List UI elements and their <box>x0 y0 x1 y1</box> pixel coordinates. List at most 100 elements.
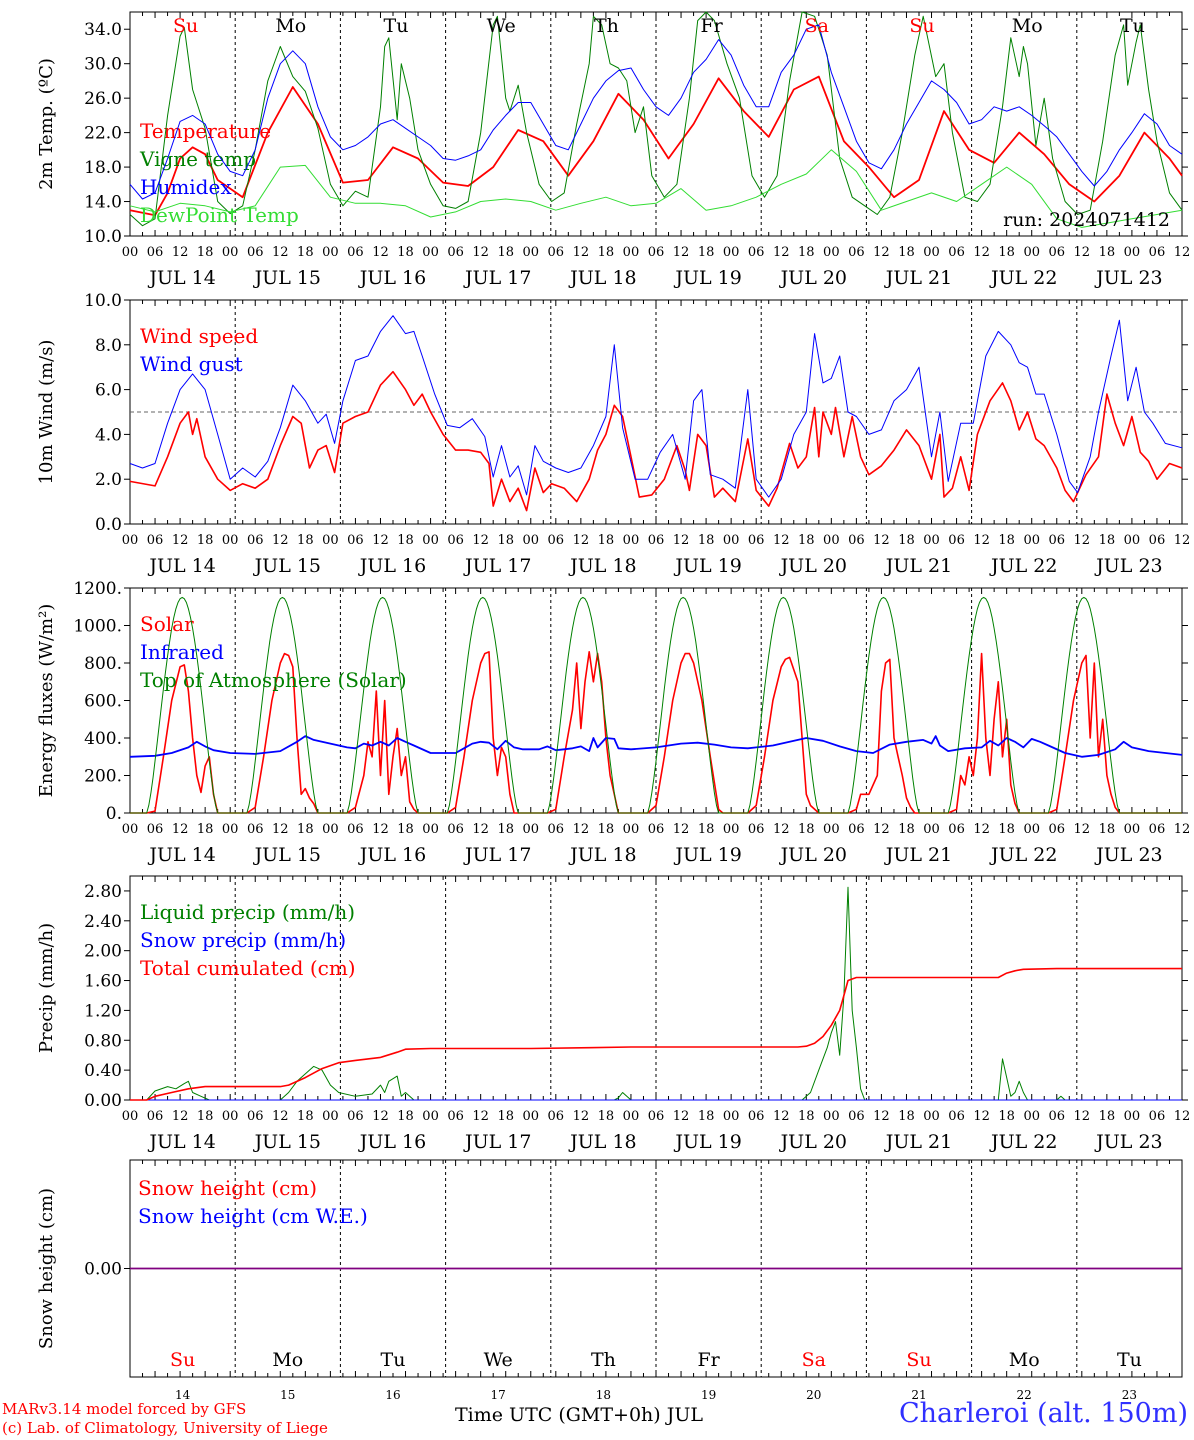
legend-infrared: Infrared <box>140 640 224 664</box>
hour-tick-label: 12 <box>472 245 489 260</box>
hour-tick-label: 00 <box>923 1109 940 1124</box>
hour-tick-label: 12 <box>272 1109 289 1124</box>
hour-tick-label: 12 <box>272 245 289 260</box>
hour-tick-label: 12 <box>172 822 189 837</box>
hour-tick-label: 12 <box>372 1109 389 1124</box>
y-tick-label: 0.80 <box>84 1031 122 1051</box>
hour-tick-label: 00 <box>122 533 139 548</box>
y-tick-label: 400. <box>84 729 122 749</box>
hour-tick-label: 12 <box>272 533 289 548</box>
legend-snow-height-cm-: Snow height (cm) <box>138 1176 317 1200</box>
hour-tick-label: 06 <box>447 822 464 837</box>
date-label: JUL 20 <box>779 844 847 866</box>
hour-tick-label: 00 <box>322 245 339 260</box>
y-tick-label: 10.0 <box>84 227 122 247</box>
hour-tick-label: 06 <box>648 245 665 260</box>
legend-solar: Solar <box>140 612 194 636</box>
hour-tick-label: 12 <box>272 822 289 837</box>
hour-tick-label: 18 <box>598 822 615 837</box>
legend-wind-gust: Wind gust <box>140 352 243 376</box>
date-label: JUL 22 <box>989 844 1057 866</box>
hour-tick-label: 00 <box>1124 1109 1141 1124</box>
hour-tick-label: 06 <box>447 1109 464 1124</box>
hour-tick-label: 12 <box>1074 822 1091 837</box>
hour-tick-label: 00 <box>823 533 840 548</box>
date-label: JUL 14 <box>147 267 215 289</box>
hour-tick-label: 00 <box>723 822 740 837</box>
date-label: JUL 23 <box>1094 267 1162 289</box>
hour-tick-label: 06 <box>948 245 965 260</box>
hour-tick-label: 12 <box>172 533 189 548</box>
hour-tick-label: 00 <box>923 245 940 260</box>
hour-tick-label: 18 <box>998 245 1015 260</box>
y-tick-label: 2.0 <box>95 470 122 490</box>
hour-tick-label: 06 <box>1048 822 1065 837</box>
hour-tick-label: 00 <box>623 533 640 548</box>
y-axis-label: Energy fluxes (W/m²) <box>36 604 57 798</box>
hour-tick-label: 00 <box>1023 822 1040 837</box>
y-tick-label: 30.0 <box>84 55 122 75</box>
date-label: JUL 22 <box>989 1131 1057 1153</box>
hour-tick-label: 06 <box>748 533 765 548</box>
hour-tick-label: 12 <box>573 822 590 837</box>
hour-tick-label: 06 <box>447 245 464 260</box>
bottom-weekday-label: Mo <box>1009 1349 1040 1371</box>
hour-tick-label: 06 <box>347 533 364 548</box>
hour-tick-label: 12 <box>973 1109 990 1124</box>
hour-tick-label: 18 <box>898 245 915 260</box>
hour-tick-label: 12 <box>1074 533 1091 548</box>
hour-tick-label: 06 <box>848 822 865 837</box>
weekday-label: Th <box>594 15 619 37</box>
weekday-label: Sa <box>805 15 829 37</box>
y-tick-label: 1000. <box>73 617 122 637</box>
hour-tick-label: 06 <box>748 1109 765 1124</box>
hour-tick-label: 18 <box>998 822 1015 837</box>
hour-tick-label: 06 <box>147 822 164 837</box>
series-line-top-of-atmosphere-solar- <box>130 596 1182 814</box>
hour-tick-label: 06 <box>1048 533 1065 548</box>
hour-tick-label: 00 <box>422 1109 439 1124</box>
hour-tick-label: 12 <box>472 822 489 837</box>
y-axis-label: Snow height (cm) <box>36 1188 57 1349</box>
date-label: JUL 17 <box>463 555 531 577</box>
legend-dewpoint-temp: DewPoint Temp <box>140 203 299 227</box>
hour-tick-label: 18 <box>1099 533 1116 548</box>
hour-tick-label: 12 <box>1074 1109 1091 1124</box>
series-line-humidex <box>129 24 1183 200</box>
hour-tick-label: 18 <box>397 245 414 260</box>
hour-tick-label: 18 <box>998 1109 1015 1124</box>
date-label: JUL 19 <box>673 1131 741 1153</box>
hour-tick-label: 12 <box>973 822 990 837</box>
hour-tick-label: 12 <box>773 822 790 837</box>
hour-tick-label: 12 <box>1174 245 1191 260</box>
hour-tick-label: 00 <box>623 1109 640 1124</box>
x-axis-title: Time UTC (GMT+0h) JUL <box>455 1404 703 1426</box>
date-label: JUL 23 <box>1094 1131 1162 1153</box>
hour-tick-label: 12 <box>372 245 389 260</box>
y-tick-label: 2.40 <box>84 912 122 932</box>
hour-tick-label: 12 <box>1174 533 1191 548</box>
y-tick-label: 0.00 <box>84 1260 122 1280</box>
date-label: JUL 19 <box>673 555 741 577</box>
hour-tick-label: 12 <box>172 1109 189 1124</box>
legend-liquid-precip-mm-h-: Liquid precip (mm/h) <box>140 900 355 924</box>
hour-tick-label: 06 <box>147 533 164 548</box>
hour-tick-label: 00 <box>422 822 439 837</box>
hour-tick-label: 00 <box>723 533 740 548</box>
date-label: JUL 14 <box>147 1131 215 1153</box>
hour-tick-label: 18 <box>898 822 915 837</box>
bottom-weekday-label: Fr <box>697 1349 720 1371</box>
hour-tick-label: 18 <box>397 1109 414 1124</box>
hour-tick-label: 18 <box>297 1109 314 1124</box>
hour-tick-label: 00 <box>322 533 339 548</box>
hour-tick-label: 00 <box>723 245 740 260</box>
hour-tick-label: 06 <box>948 822 965 837</box>
hour-tick-label: 12 <box>573 1109 590 1124</box>
bottom-weekday-label: Sa <box>802 1349 826 1371</box>
hour-tick-label: 18 <box>497 245 514 260</box>
hour-tick-label: 06 <box>447 533 464 548</box>
hour-tick-label: 00 <box>1124 822 1141 837</box>
hour-tick-label: 00 <box>522 822 539 837</box>
hour-tick-label: 06 <box>347 822 364 837</box>
y-axis-label: Precip (mm/h) <box>36 923 57 1053</box>
